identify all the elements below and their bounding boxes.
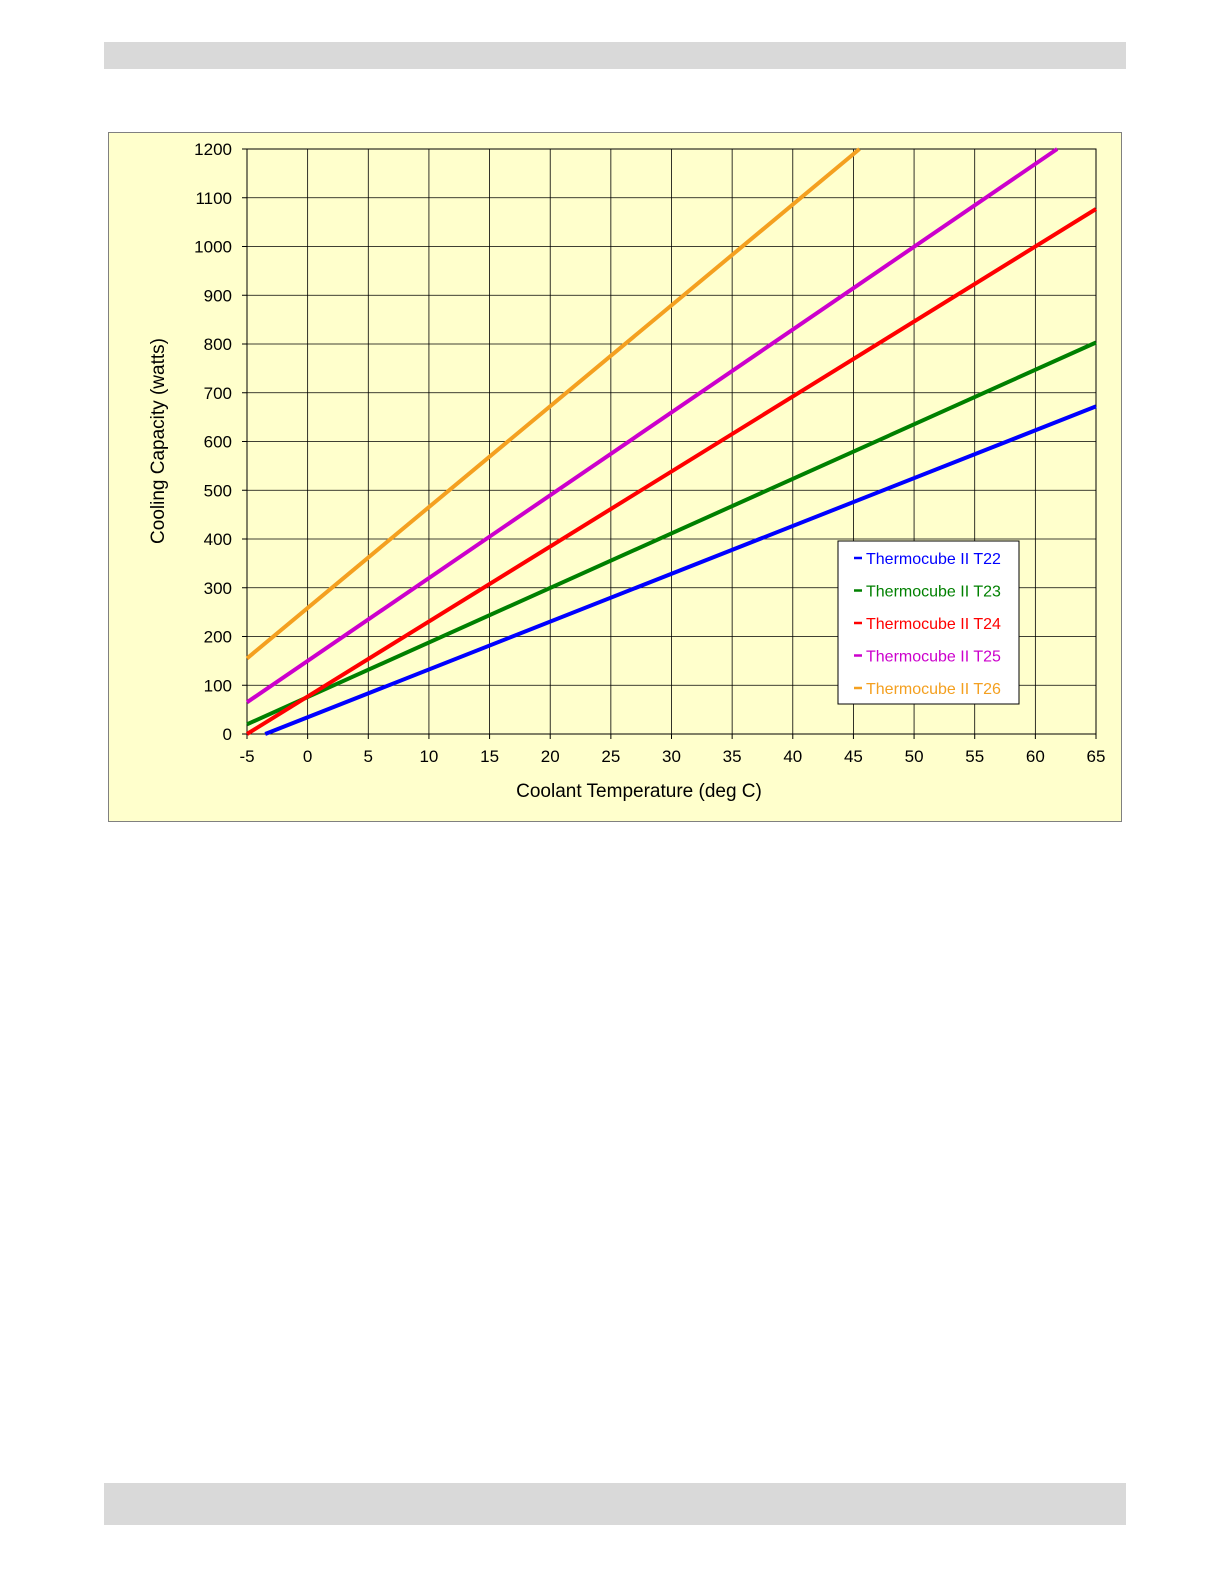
y-axis-label: Cooling Capacity (watts) bbox=[148, 338, 169, 544]
legend-label: Thermocube II T26 bbox=[866, 681, 1001, 698]
y-tick-label: 400 bbox=[204, 530, 232, 549]
x-tick-label: 35 bbox=[723, 747, 742, 766]
header-bar bbox=[104, 42, 1126, 69]
grid-lines bbox=[242, 148, 1097, 739]
series-lines bbox=[245, 147, 1098, 736]
series-line-1 bbox=[264, 404, 1097, 736]
x-tick-label: 65 bbox=[1087, 747, 1106, 766]
chart-frame: -5 0 5 10 15 20 25 30 35 40 45 50 55 60 65 0 100 200 300 40… bbox=[108, 132, 1122, 822]
legend-label: Thermocube II T23 bbox=[866, 584, 1001, 601]
x-tick-label: 10 bbox=[419, 747, 438, 766]
x-tick-label: 30 bbox=[662, 747, 681, 766]
x-tick-label: 45 bbox=[844, 747, 863, 766]
footer-bar bbox=[104, 1483, 1126, 1525]
y-tick-label: 900 bbox=[204, 286, 232, 305]
x-tick-label: 40 bbox=[783, 747, 802, 766]
series-line-4 bbox=[245, 147, 1059, 704]
x-tick-label: 50 bbox=[905, 747, 924, 766]
y-tick-label: 1000 bbox=[194, 238, 232, 257]
y-tick-label: 600 bbox=[204, 433, 232, 452]
legend-label: Thermocube II T25 bbox=[866, 649, 1001, 666]
y-tick-label: 300 bbox=[204, 579, 232, 598]
line-chart: -5 0 5 10 15 20 25 30 35 40 45 50 55 60 65 0 100 200 300 40… bbox=[148, 140, 1105, 802]
legend-label: Thermocube II T22 bbox=[866, 551, 1001, 568]
series-line-5 bbox=[245, 147, 861, 660]
x-tick-label: 60 bbox=[1026, 747, 1045, 766]
x-tick-label: 15 bbox=[480, 747, 499, 766]
legend-label: Thermocube II T24 bbox=[866, 616, 1001, 633]
y-tick-label: 100 bbox=[204, 676, 232, 695]
y-tick-label: 500 bbox=[204, 481, 232, 500]
y-tick-label: 1100 bbox=[195, 189, 232, 208]
y-tick-label: 200 bbox=[204, 628, 232, 647]
x-tick-label: 5 bbox=[364, 747, 373, 766]
x-tick-label: 20 bbox=[541, 747, 560, 766]
y-tick-label: 800 bbox=[204, 335, 232, 354]
x-tick-label: 25 bbox=[601, 747, 620, 766]
legend: Thermocube II T22 Thermocube II T23 Thermo… bbox=[837, 540, 1020, 705]
legend-box bbox=[837, 540, 1020, 705]
x-tick-label: 55 bbox=[965, 747, 984, 766]
y-tick-label: 700 bbox=[204, 384, 232, 403]
series-line-2 bbox=[246, 340, 1097, 727]
y-tick-label: 0 bbox=[223, 725, 232, 744]
x-axis-label: Coolant Temperature (deg C) bbox=[516, 781, 762, 802]
tick-labels: -5 0 5 10 15 20 25 30 35 40 45 50 55 60 65 0 100 200 300 40… bbox=[194, 140, 1105, 766]
x-tick-label: -5 bbox=[239, 747, 254, 766]
y-tick-label: 1200 bbox=[194, 140, 232, 159]
x-tick-label: 0 bbox=[303, 747, 312, 766]
series-line-3 bbox=[245, 207, 1098, 736]
